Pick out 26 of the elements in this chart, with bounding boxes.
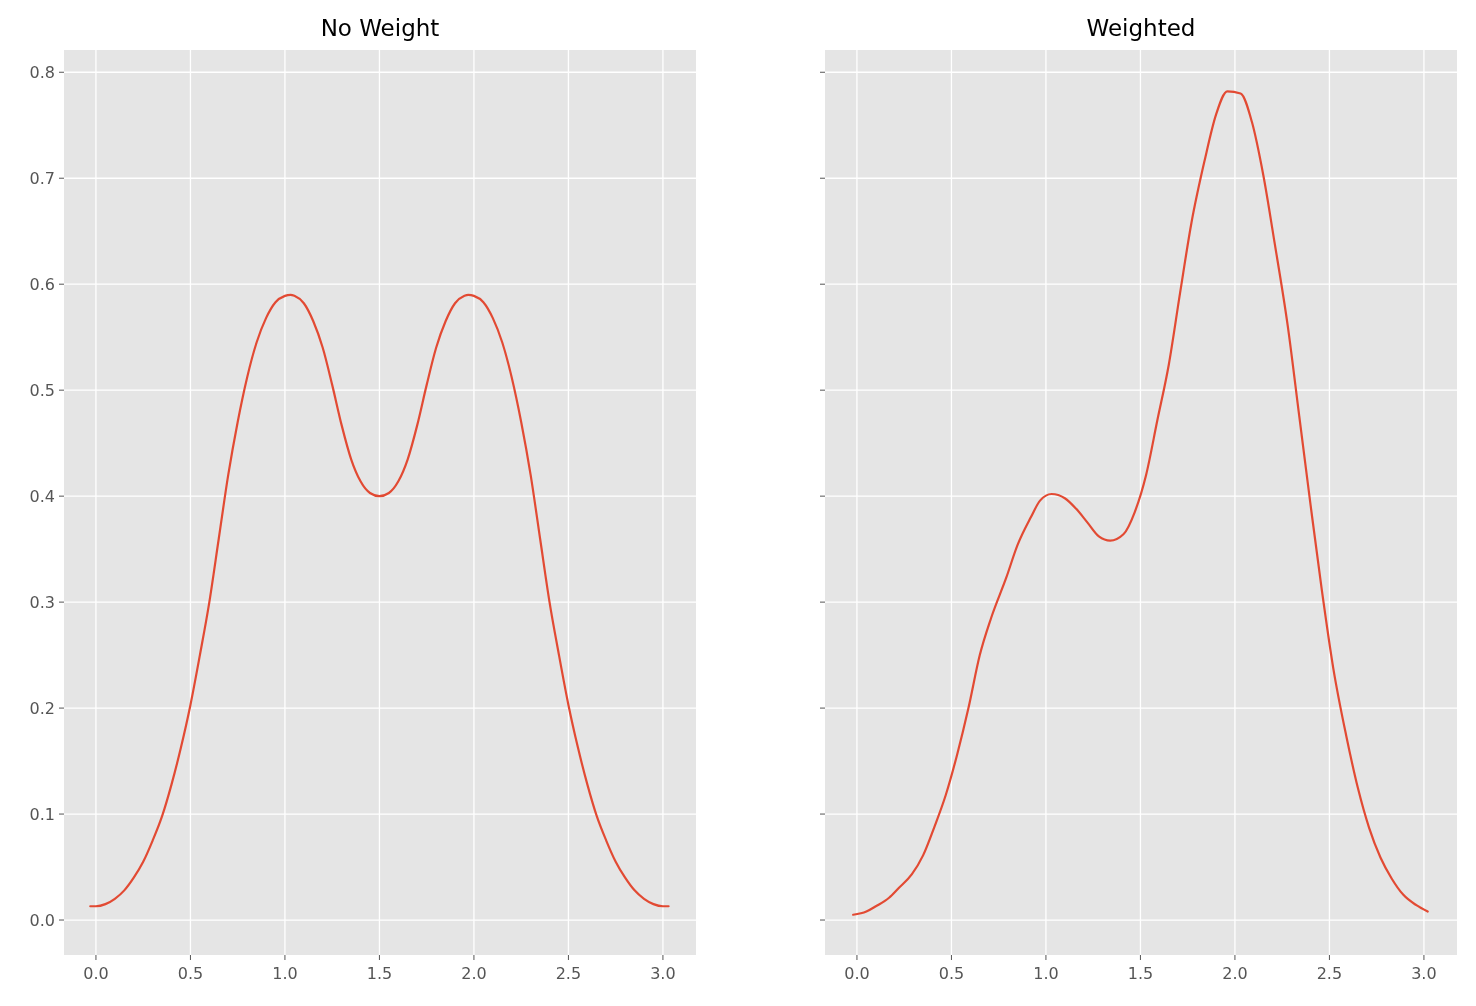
x-tick-label: 2.0 — [1222, 964, 1248, 983]
y-tick-label: 0.7 — [29, 168, 55, 188]
x-tick-label: 0.5 — [938, 964, 965, 983]
y-tick-label: 0.5 — [29, 380, 55, 400]
y-tick-label: 0.0 — [29, 910, 55, 930]
x-tick-label: 3.0 — [650, 964, 676, 983]
y-tick-label: 0.6 — [29, 274, 55, 294]
x-tick-label: 1.5 — [1127, 964, 1154, 983]
line-series — [89, 293, 670, 908]
x-tick-label: 0.0 — [83, 964, 109, 983]
chart-title: Weighted — [1086, 15, 1196, 41]
y-tick-label: 0.8 — [29, 62, 55, 82]
x-tick-label: 2.5 — [555, 964, 582, 983]
x-tick-label: 0.5 — [177, 964, 204, 983]
x-tick-label: 3.0 — [1411, 964, 1437, 983]
chart-title: No Weight — [320, 15, 440, 41]
x-tick-label: 1.0 — [1033, 964, 1059, 983]
y-tick-label: 0.3 — [29, 592, 55, 612]
x-tick-label: 0.0 — [844, 964, 870, 983]
x-tick-label: 1.5 — [366, 964, 393, 983]
x-tick-label: 1.0 — [272, 964, 298, 983]
x-tick-label: 2.5 — [1316, 964, 1343, 983]
y-tick-label: 0.2 — [29, 698, 55, 718]
x-tick-label: 2.0 — [461, 964, 487, 983]
y-tick-label: 0.4 — [29, 486, 55, 506]
y-tick-label: 0.1 — [29, 804, 55, 824]
